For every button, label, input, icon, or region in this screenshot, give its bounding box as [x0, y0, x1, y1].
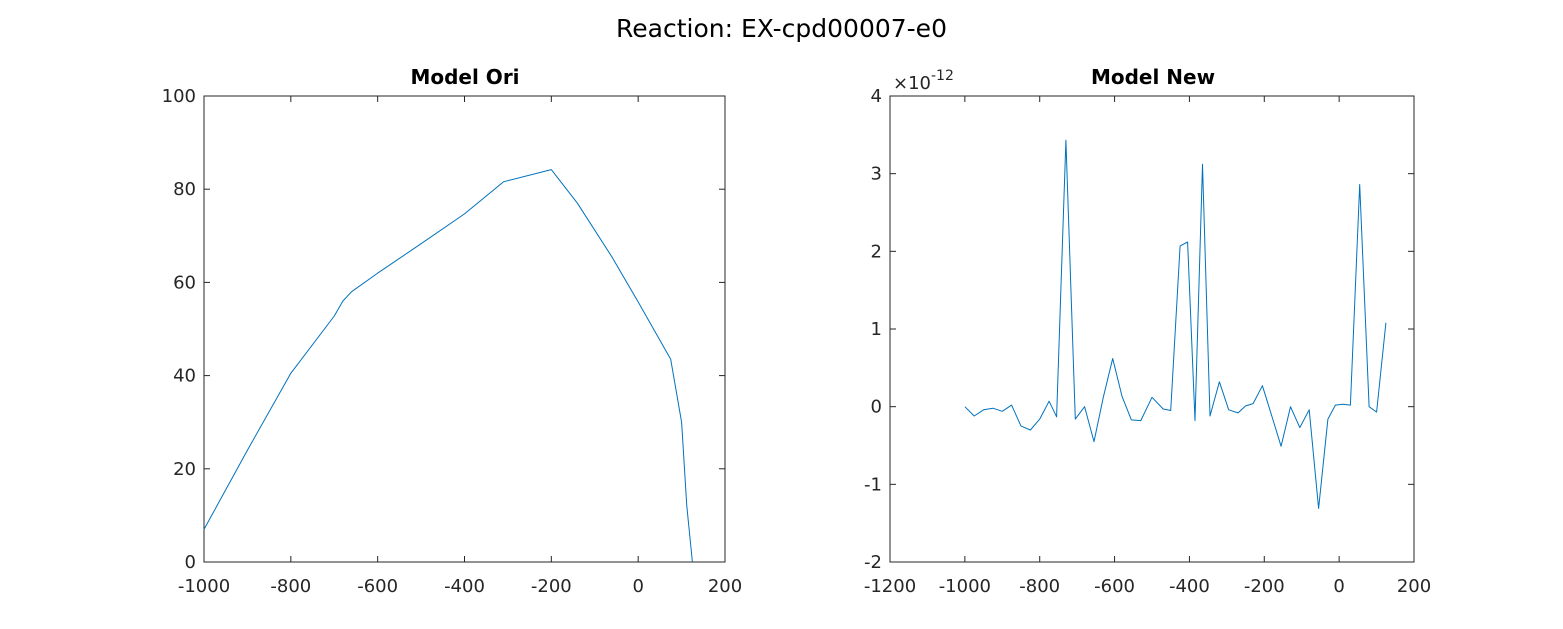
axes-marks: -1200 -1000 -800 -600 -400 -200 0 200 -2 -1 0 1 2 3 4	[864, 86, 1431, 597]
axes-box	[889, 95, 1415, 563]
x-tick-label: -200	[1244, 576, 1285, 597]
axes-model-new: Model New ×10-12 -1200 -1000 -800 -600 -400-…	[864, 65, 1431, 597]
y-tick-label: 3	[871, 164, 882, 185]
axes-title: Model New	[1091, 65, 1215, 89]
series-line	[964, 139, 1387, 509]
exponent-label: ×10-12	[893, 68, 954, 94]
exponent-base: ×10	[893, 73, 931, 94]
y-tick-label: 4	[871, 86, 882, 107]
y-tick-label: 20	[173, 459, 196, 480]
axes-marks: -1000 -800 -600 -400 -200 0 200 0 20 40 60 80 100	[162, 86, 743, 597]
figure-title: Reaction: EX-cpd00007-e0	[616, 14, 947, 43]
y-tick-label: 40	[173, 366, 196, 387]
x-tick-label: 0	[1333, 576, 1344, 597]
y-tick-label: 0	[185, 552, 196, 573]
x-tick-label: -600	[357, 576, 398, 597]
x-tick-label: -200	[531, 576, 572, 597]
x-tick-label: -400	[444, 576, 485, 597]
y-tick-label: 2	[871, 241, 882, 262]
x-tick-label: 0	[632, 576, 643, 597]
y-tick-label: 1	[871, 319, 882, 340]
x-tick-label: -1000	[939, 576, 991, 597]
x-tick-label: 200	[1397, 576, 1431, 597]
x-tick-label: -800	[270, 576, 311, 597]
x-tick-label: -600	[1094, 576, 1135, 597]
y-tick-label: -1	[864, 474, 882, 495]
y-tick-label: -2	[864, 552, 882, 573]
x-tick-label: -800	[1019, 576, 1060, 597]
x-tick-label: -1000	[178, 576, 230, 597]
series-line	[203, 169, 693, 563]
axes-box	[203, 95, 726, 563]
x-tick-label: 200	[708, 576, 742, 597]
x-tick-label: -400	[1169, 576, 1210, 597]
x-tick-label: -1200	[864, 576, 916, 597]
axes-model-ori: Model Ori -1000 -800 -600 -400 -200 0 200 0 20 40…	[162, 65, 743, 597]
y-tick-label: 100	[162, 86, 196, 107]
axes-title: Model Ori	[410, 65, 519, 89]
exponent-power: -12	[931, 68, 954, 84]
y-tick-label: 80	[173, 179, 196, 200]
y-tick-label: 0	[871, 397, 882, 418]
y-tick-label: 60	[173, 272, 196, 293]
